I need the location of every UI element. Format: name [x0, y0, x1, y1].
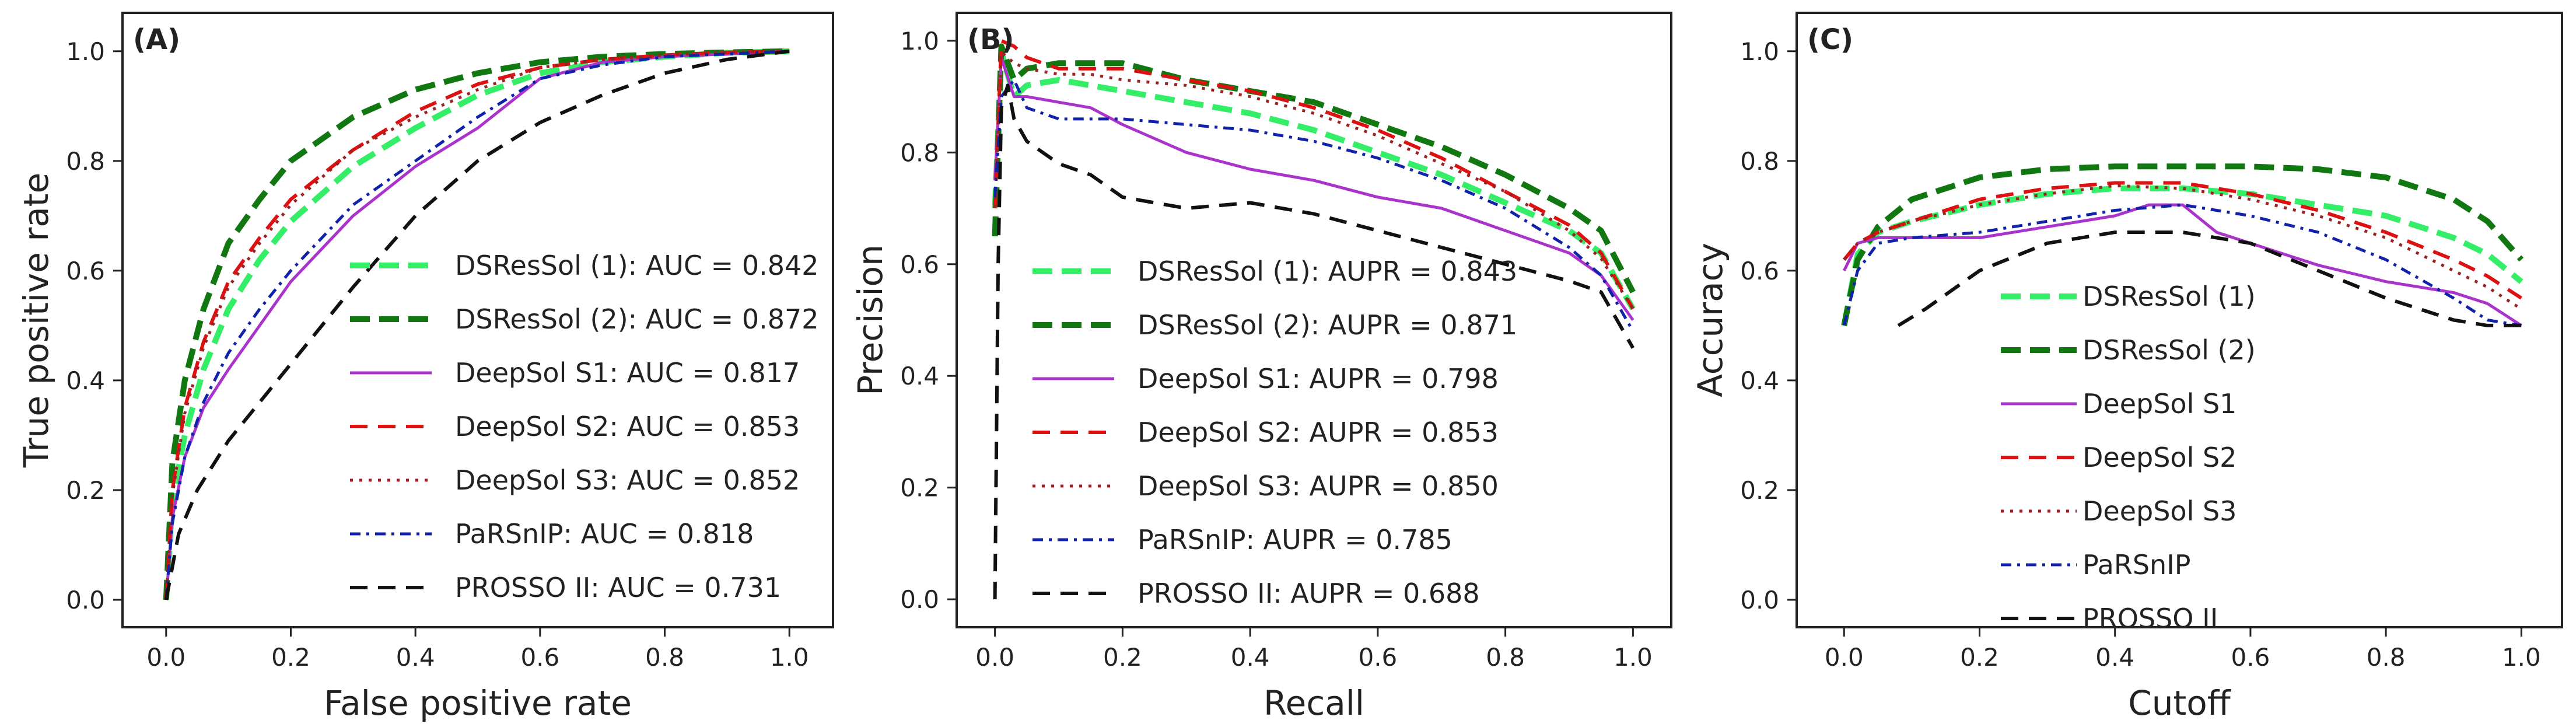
legend-entry: DeepSol S2: AUPR = 0.853	[1138, 417, 1499, 448]
series-line-deepsol-s3	[1843, 184, 2522, 310]
legend-entry: PaRSnIP: AUC = 0.818	[455, 518, 754, 550]
series-line-dsressol-2	[163, 48, 790, 600]
y-tick-label: 1.0	[1740, 37, 1779, 66]
y-tick-label: 0.8	[1740, 147, 1779, 176]
legend-entry: PaRSnIP: AUPR = 0.785	[1138, 524, 1452, 555]
y-tick-label: 0.2	[66, 476, 105, 505]
series-line-deepsol-s2	[1842, 181, 2522, 300]
legend-entry: DeepSol S2: AUC = 0.853	[455, 411, 800, 442]
y-tick-label: 0.4	[66, 366, 105, 395]
legend-entry: PROSSO II	[2082, 603, 2218, 634]
x-tick-label: 1.0	[770, 643, 809, 672]
series-line-prosso-ii	[1897, 230, 2522, 327]
legend-entry: DSResSol (1): AUC = 0.842	[455, 250, 819, 281]
legend: DSResSol (1): AUC = 0.842 DSResSol (2): A…	[350, 250, 819, 603]
x-tick-label: 0.2	[1103, 643, 1142, 672]
x-tick-label: 0.6	[1358, 643, 1397, 672]
plot-frame	[956, 12, 1672, 628]
y-tick-label: 0.8	[900, 138, 939, 167]
x-tick-label: 0.0	[146, 643, 186, 672]
y-tick-label: 0.0	[900, 585, 939, 614]
x-tick-label: 0.6	[2231, 643, 2270, 672]
legend-entry: DeepSol S2	[2082, 442, 2236, 473]
x-tick-label: 0.8	[645, 643, 684, 672]
legend-entry: PROSSO II: AUPR = 0.688	[1138, 578, 1480, 609]
legend-entry: DeepSol S1	[2082, 388, 2236, 420]
x-axis-label: False positive rate	[324, 683, 632, 723]
y-tick-label: 0.6	[900, 250, 939, 279]
legend-entry: DeepSol S1: AUC = 0.817	[455, 357, 800, 389]
x-tick-label: 0.0	[1825, 643, 1864, 672]
y-axis-label: Accuracy	[1690, 243, 1730, 397]
series-line-dsressol-2	[992, 43, 1636, 293]
series-line-parsnip	[164, 50, 790, 600]
series-line-deepsol-s2	[164, 49, 790, 600]
panel-tag: (A)	[133, 23, 180, 56]
y-axis-label: Precision	[850, 244, 890, 396]
x-tick-label: 0.4	[396, 643, 435, 672]
legend-entry: DeepSol S1: AUPR = 0.798	[1138, 363, 1499, 394]
y-tick-label: 0.2	[1740, 476, 1779, 505]
x-tick-label: 1.0	[1614, 643, 1653, 672]
x-tick-label: 0.0	[975, 643, 1014, 672]
x-tick-label: 0.8	[1486, 643, 1525, 672]
x-tick-label: 0.2	[1960, 643, 1999, 672]
x-tick-label: 0.4	[2095, 643, 2134, 672]
y-tick-label: 0.0	[66, 586, 105, 614]
legend: DSResSol (1): AUPR = 0.843 DSResSol (2): …	[1032, 256, 1517, 609]
x-tick-label: 1.0	[2502, 643, 2541, 672]
series-line-deepsol-s2	[993, 39, 1635, 310]
y-tick-label: 1.0	[66, 37, 105, 66]
x-axis-label: Cutoff	[2128, 683, 2231, 723]
y-tick-label: 0.8	[66, 147, 105, 176]
y-tick-label: 0.6	[1740, 257, 1779, 285]
series-line-prosso-ii	[993, 83, 1635, 600]
legend-entry: DSResSol (2): AUC = 0.872	[455, 303, 819, 335]
x-tick-label: 0.8	[2367, 643, 2406, 672]
y-tick-label: 0.6	[66, 257, 105, 285]
series-line-parsnip	[993, 78, 1634, 332]
plot-frame	[1796, 12, 2563, 628]
panel-c: 0.0 0.2 0.4 0.6 0.8 1.0 0.0 0.2 0.4 0.6 0.8 1.0 Cuto…	[1690, 12, 2563, 723]
series-line-deepsol-s1	[993, 56, 1634, 321]
series-line-dsressol-1	[1841, 185, 2524, 326]
legend-entry: DSResSol (2)	[2082, 334, 2256, 366]
x-axis-label: Recall	[1264, 683, 1364, 723]
y-tick-label: 0.2	[900, 474, 939, 502]
legend-entry: DeepSol S3	[2082, 495, 2236, 527]
legend-entry: DSResSol (2): AUPR = 0.871	[1138, 309, 1517, 341]
legend-entry: DSResSol (1)	[2082, 281, 2256, 312]
x-tick-label: 0.2	[271, 643, 310, 672]
y-tick-label: 0.4	[1740, 366, 1779, 395]
x-tick-label: 0.6	[520, 643, 559, 672]
y-tick-label: 0.4	[900, 362, 939, 390]
legend: DSResSol (1) DSResSol (2) DeepSol S1 DeepSo…	[2001, 281, 2256, 634]
y-tick-label: 1.0	[900, 27, 939, 55]
y-tick-label: 0.0	[1740, 586, 1779, 614]
panel-b: 0.0 0.2 0.4 0.6 0.8 1.0 0.0 0.2 0.4 0.6 0.8 1.0 Reca…	[850, 12, 1672, 723]
panel-tag: (B)	[967, 23, 1014, 56]
legend-entry: PaRSnIP	[2082, 549, 2190, 581]
y-axis-label: True positive rate	[16, 173, 56, 468]
series-line-dsressol-2	[1841, 163, 2524, 326]
legend-entry: PROSSO II: AUC = 0.731	[455, 572, 781, 603]
x-tick-label: 0.4	[1231, 643, 1270, 672]
legend-entry: DeepSol S3: AUPR = 0.850	[1138, 470, 1499, 502]
legend-entry: DeepSol S3: AUC = 0.852	[455, 464, 800, 496]
plot-frame	[121, 12, 834, 628]
series-line-prosso-ii	[164, 49, 790, 600]
panel-a: 0.0 0.2 0.4 0.6 0.8 1.0 0.0 0.2 0.4 0.6 0.8 1.0 Fals…	[16, 12, 834, 723]
panel-tag: (C)	[1807, 23, 1853, 56]
legend-entry: DSResSol (1): AUPR = 0.843	[1138, 256, 1517, 287]
